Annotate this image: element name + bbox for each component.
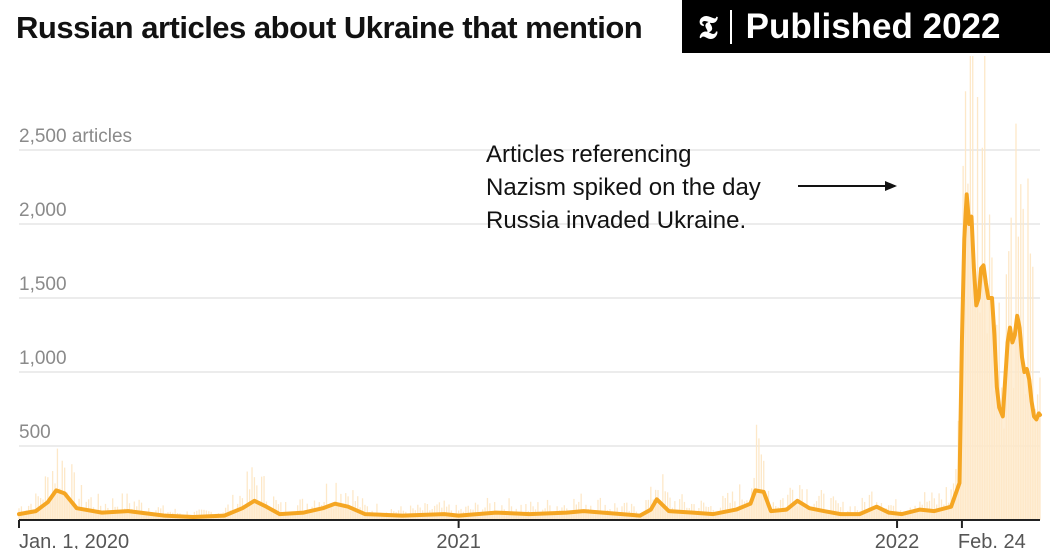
published-badge: 𝕿 Published 2022 — [682, 0, 1050, 53]
badge-divider — [729, 9, 732, 44]
x-tick-label-1: 2021 — [436, 531, 481, 549]
y-tick-label-3: 2,000 — [19, 200, 67, 221]
x-axis: Jan. 1, 2020 2021 2022 Feb. 24 — [18, 519, 1040, 549]
annotation-line-3: Russia invaded Ukraine. — [486, 207, 746, 234]
y-tick-label-2: 1,500 — [19, 274, 67, 295]
series-line — [17, 192, 1042, 519]
daily-spikes — [18, 56, 1041, 520]
x-tick-label-2: 2022 — [875, 531, 920, 549]
annotation-line-1: Articles referencing — [486, 141, 691, 168]
annotation: Articles referencing Nazism spiked on th… — [486, 141, 897, 234]
chart-title: Russian articles about Ukraine that ment… — [16, 10, 643, 45]
badge-label: Published 2022 — [745, 7, 1001, 46]
annotation-line-2: Nazism spiked on the day — [486, 174, 761, 201]
grid-layer: 500 1,000 1,500 2,000 2,500 articles — [19, 126, 1040, 447]
y-tick-label-4: 2,500 articles — [19, 126, 132, 147]
x-tick-label-0: Jan. 1, 2020 — [19, 531, 129, 549]
y-tick-label-1: 1,000 — [19, 348, 67, 369]
x-tick-label-3: Feb. 24 — [958, 531, 1026, 549]
nyt-logo-icon: 𝕿 — [698, 7, 718, 46]
series-area — [19, 194, 1040, 520]
y-tick-label-0: 500 — [19, 422, 51, 443]
